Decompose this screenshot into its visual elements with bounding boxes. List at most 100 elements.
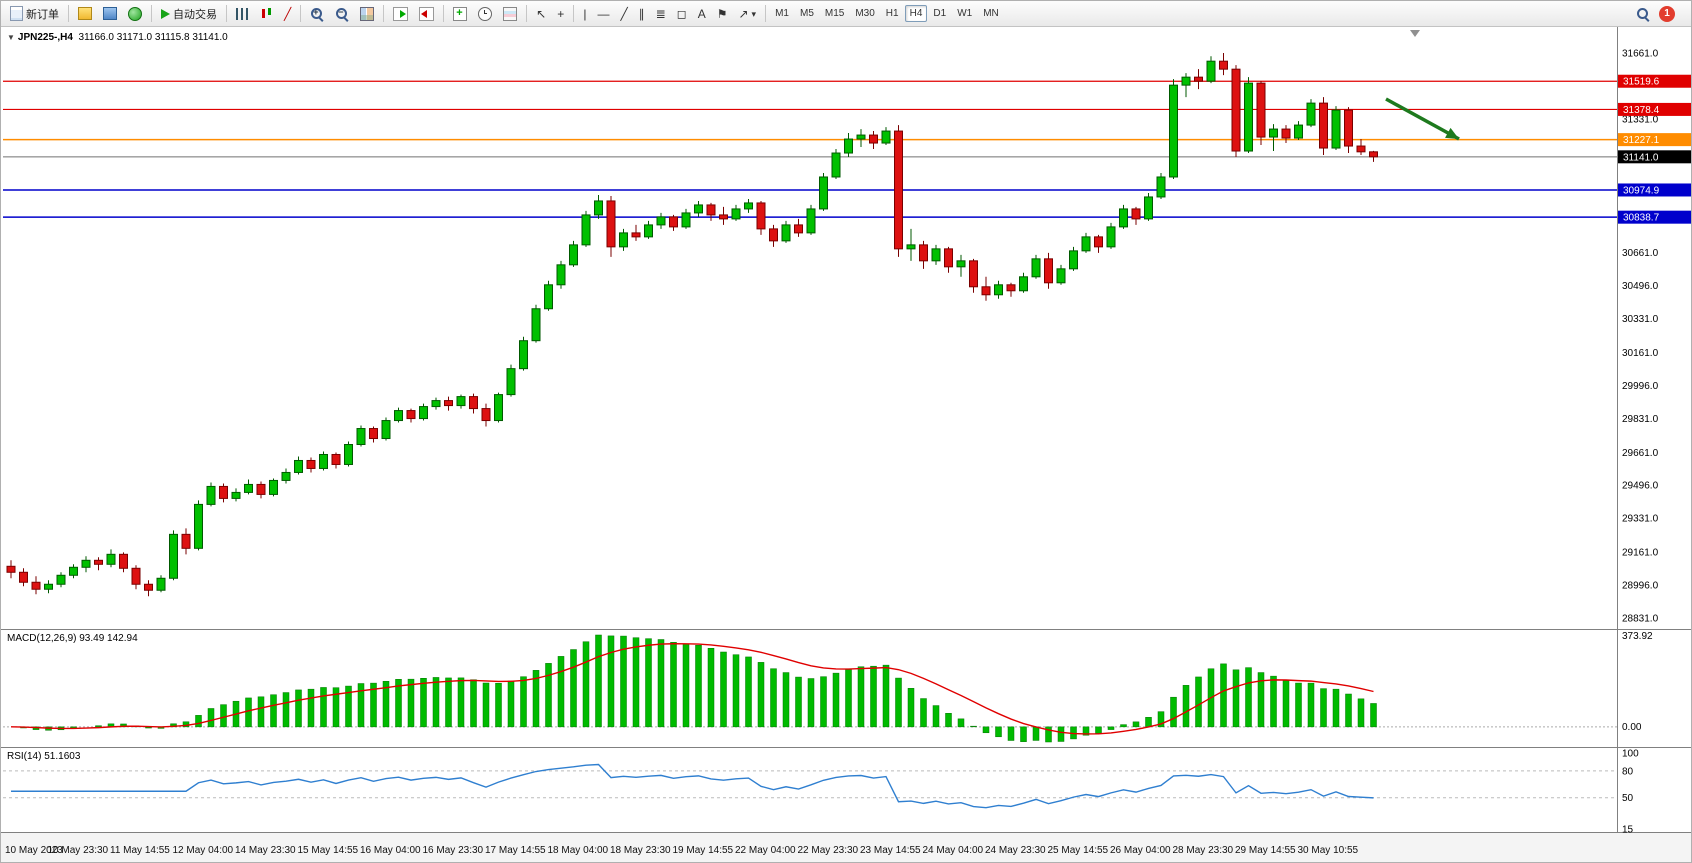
shift-marker-icon[interactable] (1410, 30, 1420, 37)
macd-bar (995, 726, 1002, 738)
search-icon[interactable] (1636, 7, 1650, 21)
chart-shift-button[interactable] (414, 3, 439, 24)
tile-windows-button[interactable] (355, 3, 379, 24)
new-order-button[interactable]: 新订单 (5, 3, 64, 24)
text-label-button[interactable]: ⚑ (712, 3, 733, 24)
price-axis-label: 28996.0 (1622, 581, 1659, 592)
timeframe-w1[interactable]: W1 (952, 5, 977, 22)
line-chart-button[interactable]: ╱ (279, 3, 296, 24)
panel-splitter[interactable] (1, 629, 1692, 630)
timeframe-m15[interactable]: M15 (820, 5, 849, 22)
cursor-button[interactable]: ↖ (531, 3, 551, 24)
macd-bar (1282, 680, 1290, 728)
candle (681, 212, 691, 228)
time-axis-label: 16 May 04:00 (360, 845, 421, 856)
channel-button[interactable]: ∥ (634, 3, 650, 24)
price-axis-label: 29331.0 (1622, 514, 1659, 525)
macd-bar (507, 680, 515, 728)
candle (331, 453, 341, 465)
candle (906, 244, 916, 250)
market-watch-button[interactable] (73, 3, 97, 24)
arrows-button[interactable]: ↗ ▾ (733, 3, 761, 24)
chevron-down-icon: ▾ (751, 8, 757, 19)
macd-bar (982, 726, 990, 734)
macd-bar (1045, 726, 1052, 743)
chart-ohlc: 31166.0 31171.0 31115.8 31141.0 (78, 32, 228, 43)
candle (706, 204, 716, 216)
trendline-button[interactable]: ╱ (615, 3, 632, 24)
timeframe-h4[interactable]: H4 (904, 5, 928, 22)
candle (1194, 76, 1203, 82)
timeframe-m5[interactable]: M5 (795, 5, 819, 22)
timeframe-h1[interactable]: H1 (881, 5, 904, 22)
timeframe-m1[interactable]: M1 (770, 5, 794, 22)
macd-bar (807, 678, 815, 728)
new-order-icon (10, 6, 23, 21)
text-button[interactable]: A (693, 3, 711, 24)
macd-bar (1095, 726, 1102, 734)
indicators-button[interactable] (448, 3, 472, 24)
candle (119, 553, 128, 569)
arrow-annotation[interactable] (1385, 97, 1460, 141)
macd-bar (395, 679, 402, 728)
new-order-label: 新订单 (26, 8, 59, 21)
macd-bar (1257, 672, 1265, 728)
timeframe-m30[interactable]: M30 (850, 5, 879, 22)
macd-bar (970, 725, 977, 728)
candle (1044, 258, 1053, 284)
timeframe-mn[interactable]: MN (978, 5, 1004, 22)
navigator-button[interactable] (123, 3, 147, 24)
periods-button[interactable] (473, 3, 497, 24)
timeframe-d1[interactable]: D1 (928, 5, 951, 22)
candle (1344, 109, 1353, 147)
macd-bar (682, 643, 690, 728)
candle (619, 232, 628, 248)
candle (1244, 82, 1253, 152)
candle (406, 410, 416, 420)
zoom-out-button[interactable]: − (330, 3, 354, 24)
candle (481, 408, 491, 422)
candle (531, 308, 541, 342)
notification-badge[interactable]: 1 (1659, 5, 1675, 22)
vertical-line-button[interactable]: | (578, 3, 591, 24)
templates-button[interactable] (498, 3, 522, 24)
candle (169, 533, 178, 579)
candle (769, 228, 778, 242)
bar-chart-button[interactable] (231, 3, 254, 24)
panel-splitter[interactable] (1, 747, 1692, 748)
candle (1206, 60, 1216, 82)
macd-bar (295, 689, 302, 728)
time-axis-label: 24 May 23:30 (985, 845, 1046, 856)
macd-bar (570, 649, 577, 728)
autotrading-button[interactable]: 自动交易 (156, 3, 222, 24)
candle (719, 214, 728, 220)
candle (806, 208, 816, 234)
macd-bar (845, 669, 852, 728)
crosshair-button[interactable]: + (552, 3, 569, 24)
candle (31, 581, 41, 590)
shapes-button[interactable]: ◻ (672, 3, 692, 24)
time-axis[interactable] (1, 833, 1692, 863)
price-line-box (1618, 210, 1691, 224)
macd-bar (407, 678, 415, 728)
periods-icon (478, 6, 493, 21)
zoom-in-button[interactable]: + (305, 3, 329, 24)
data-window-button[interactable] (98, 3, 122, 24)
macd-bar (720, 651, 727, 728)
horizontal-line-button[interactable]: — (592, 3, 614, 24)
auto-scroll-button[interactable] (388, 3, 413, 24)
arrow-annotation-head[interactable] (1445, 127, 1459, 139)
fibonacci-button[interactable]: ≣ (651, 3, 671, 24)
candle (56, 574, 66, 585)
candlestick-chart-button[interactable] (255, 3, 278, 24)
candle (894, 130, 903, 250)
macd-bar (657, 639, 665, 728)
candle (94, 559, 103, 565)
panel-splitter[interactable] (1, 832, 1692, 833)
candle (1106, 226, 1116, 248)
macd-bar (307, 688, 315, 728)
macd-bar (1170, 696, 1177, 728)
collapse-icon[interactable]: ▼ (7, 33, 15, 42)
price-line-box-label: 31227.1 (1623, 135, 1660, 146)
macd-bar (882, 664, 890, 728)
